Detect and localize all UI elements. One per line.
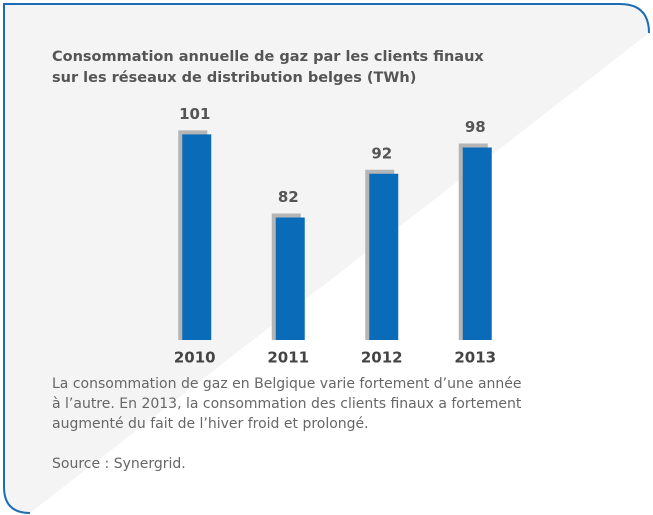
x-tick-label: 2013 [454, 349, 496, 367]
caption: La consommation de gaz en Belgique varie… [52, 376, 522, 392]
bar [369, 173, 399, 340]
caption: à l’autre. En 2013, la consommation des … [52, 396, 522, 412]
value-label: 92 [371, 144, 392, 162]
source: Source : Synergrid. [52, 456, 186, 472]
x-tick-label: 2011 [267, 349, 309, 367]
bar [275, 217, 305, 340]
bar [462, 147, 492, 340]
value-label: 98 [465, 118, 486, 136]
x-tick-label: 2010 [174, 349, 216, 367]
bar [182, 134, 212, 340]
value-label: 82 [278, 188, 299, 206]
caption: augmenté du fait de l’hiver froid et pro… [52, 416, 369, 432]
value-label: 101 [179, 105, 210, 123]
card [3, 3, 650, 514]
chart-title: sur les réseaux de distribution belges (… [52, 70, 416, 86]
chart-title: Consommation annuelle de gaz par les cli… [52, 49, 484, 65]
x-tick-label: 2012 [361, 349, 403, 367]
